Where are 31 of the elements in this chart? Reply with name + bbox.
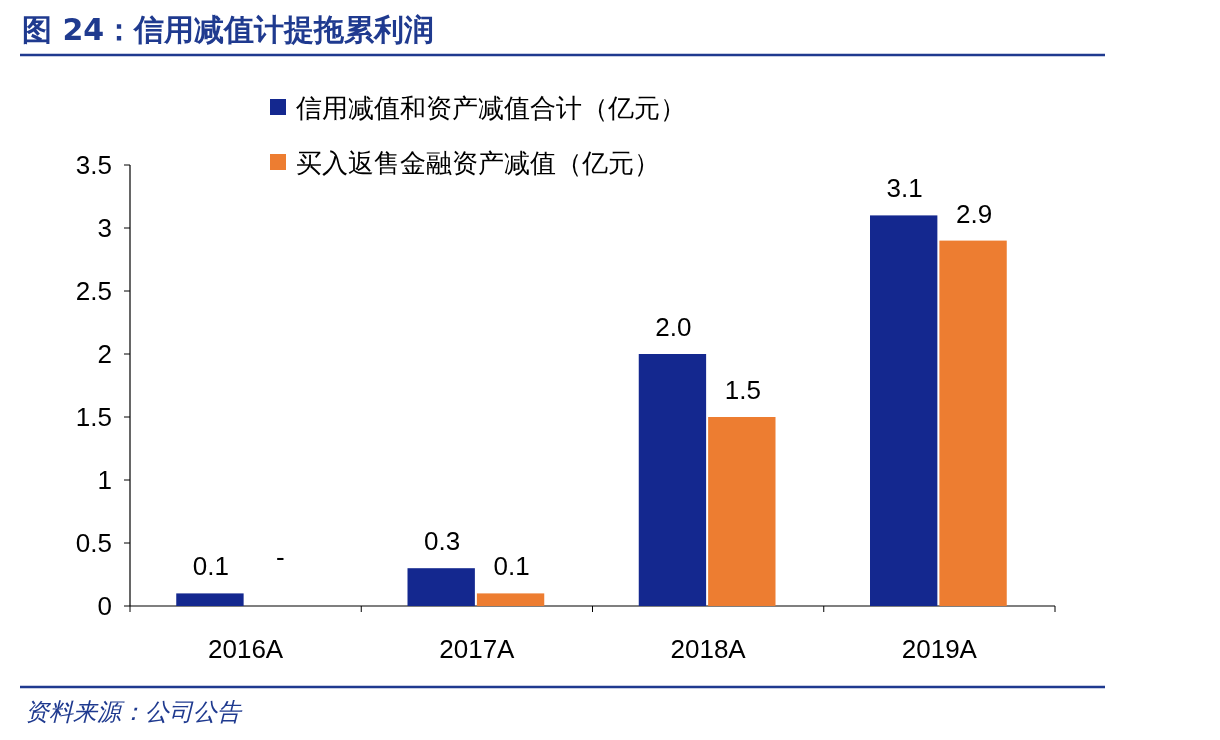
data-label: 0.1 [192,551,230,582]
y-tick-label: 0 [97,591,112,621]
bar [939,240,1007,606]
data-label: 0.1 [493,551,530,582]
y-tick-label: 1 [97,465,112,495]
legend-label: 买入返售金融资产减值（亿元） [296,148,660,178]
data-label: 3.1 [886,173,923,204]
y-tick-label: 3.5 [75,150,112,180]
text: - [275,542,285,572]
data-label: 1.5 [724,375,761,405]
bar [476,593,545,606]
chart-title: 图 24：信用减值计提拖累利润 [22,12,435,47]
x-tick-label: 2017A [439,634,516,664]
y-tick-label: 1.5 [75,402,112,432]
bar [407,568,475,606]
x-tick-label: 2016A [208,634,284,664]
bar [870,215,938,606]
data-label: 0.3 [424,526,461,557]
text: 资料来源：公司公告 [25,698,243,726]
y-tick-label: 2 [97,339,112,369]
y-tick-label: 2.5 [75,276,112,306]
bar [638,354,707,606]
x-tick-label: 2018A [670,634,747,664]
y-tick-label: 0.5 [75,528,112,558]
y-tick-label: 3 [97,213,112,243]
bar [176,593,244,606]
data-label: 2.9 [955,198,993,229]
x-tick-label: 2019A [901,634,978,664]
bar [708,417,776,606]
legend-label: 信用减值和资产减值合计（亿元） [296,93,686,123]
data-label: 2.0 [655,312,692,342]
